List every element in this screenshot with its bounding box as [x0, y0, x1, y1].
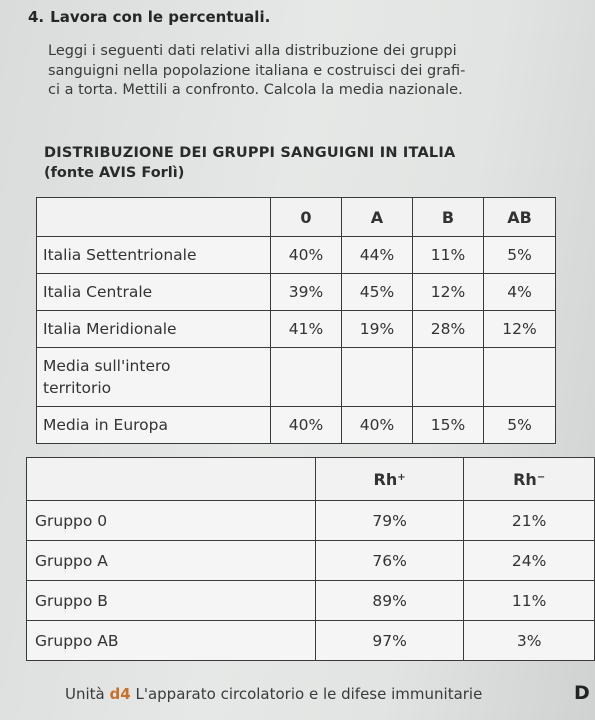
header-group-b: B	[412, 197, 484, 237]
cell-value: 4%	[483, 273, 556, 311]
table-row: Italia Meridionale 41% 19% 28% 12%	[36, 310, 556, 348]
section-source: (fonte AVIS Forlì)	[44, 165, 185, 181]
table-row: Gruppo A 76% 24%	[26, 540, 595, 581]
cell-value: 5%	[483, 236, 556, 274]
cell-value: 28%	[412, 310, 484, 348]
row-label-line: Media sull'intero	[43, 357, 171, 375]
cell-value: 12%	[412, 273, 484, 311]
row-label: Italia Settentrionale	[36, 236, 271, 274]
header-group-a: A	[341, 197, 413, 237]
row-label: Italia Meridionale	[36, 310, 271, 348]
footer-prefix: Unità	[65, 685, 105, 703]
table-row: Italia Centrale 39% 45% 12% 4%	[36, 273, 556, 311]
cell-value: 11%	[412, 236, 484, 274]
table-row: Italia Settentrionale 40% 44% 11% 5%	[36, 236, 556, 274]
cell-value: 89%	[314, 580, 465, 621]
header-empty-cell	[26, 457, 316, 501]
header-rh-negative: Rh−	[463, 457, 595, 501]
cell-value: 40%	[270, 236, 342, 274]
table-row: Media in Europa 40% 40% 15% 5%	[36, 406, 556, 444]
table-row: Gruppo 0 79% 21%	[26, 500, 595, 541]
rh-label: Rh	[373, 469, 398, 489]
rh-sign: +	[397, 471, 406, 483]
row-label-line: territorio	[43, 379, 112, 397]
instruction-line: Leggi i seguenti dati relativi alla dist…	[48, 43, 457, 59]
cell-value: 41%	[270, 310, 342, 348]
row-label: Gruppo B	[26, 580, 316, 621]
footer-unit-code: d4	[109, 685, 131, 703]
exercise-number: 4.	[28, 8, 45, 26]
row-label: Media in Europa	[36, 406, 271, 444]
header-group-ab: AB	[483, 197, 556, 237]
header-group-0: 0	[270, 197, 342, 237]
header-empty-cell	[36, 197, 271, 237]
cell-value: 44%	[341, 236, 413, 274]
cell-value: 11%	[463, 580, 595, 621]
cell-value: 21%	[463, 500, 595, 541]
instruction-line: sanguigni nella popolazione italiana e c…	[48, 62, 466, 79]
header-rh-positive: Rh+	[314, 457, 465, 501]
table-row: Gruppo AB 97% 3%	[26, 620, 595, 661]
instruction-line: ci a torta. Mettili a confronto. Calcola…	[48, 82, 463, 98]
cell-value: 40%	[341, 406, 413, 444]
exercise-heading: 4. Lavora con le percentuali.	[28, 8, 270, 26]
table-header-row: Rh+ Rh−	[26, 457, 595, 501]
cell-value: 76%	[314, 540, 465, 581]
cell-value: 15%	[412, 406, 484, 444]
empty-answer-cell	[341, 347, 413, 407]
rh-factor-table: Rh+ Rh− Gruppo 0 79% 21% Gruppo A 76% 24…	[26, 457, 595, 661]
table-row: Media sull'intero territorio	[36, 347, 556, 407]
empty-answer-cell	[483, 347, 556, 407]
cell-value: 45%	[341, 273, 413, 311]
cell-value: 79%	[314, 500, 465, 541]
row-label: Gruppo 0	[26, 500, 316, 541]
blood-group-table: 0 A B AB Italia Settentrionale 40% 44% 1…	[36, 197, 556, 444]
section-badge: D	[574, 682, 590, 704]
cell-value: 24%	[463, 540, 595, 581]
table-row: Gruppo B 89% 11%	[26, 580, 595, 621]
empty-answer-cell	[270, 347, 342, 407]
cell-value: 12%	[483, 310, 556, 348]
exercise-instructions: Leggi i seguenti dati relativi alla dist…	[48, 42, 568, 101]
cell-value: 39%	[270, 273, 342, 311]
cell-value: 19%	[341, 310, 413, 348]
cell-value: 5%	[483, 406, 556, 444]
page-footer: Unità d4 L'apparato circolatorio e le di…	[65, 685, 482, 703]
exercise-title: Lavora con le percentuali.	[50, 8, 271, 26]
row-label: Gruppo A	[26, 540, 316, 581]
row-label: Gruppo AB	[26, 620, 316, 661]
rh-label: Rh	[513, 469, 537, 489]
table-header-row: 0 A B AB	[36, 197, 556, 237]
row-label: Media sull'intero territorio	[36, 347, 271, 407]
footer-chapter-title: L'apparato circolatorio e le difese immu…	[135, 685, 483, 703]
row-label: Italia Centrale	[36, 273, 271, 311]
empty-answer-cell	[412, 347, 484, 407]
section-title: DISTRIBUZIONE DEI GRUPPI SANGUIGNI IN IT…	[44, 145, 456, 161]
rh-sign: −	[536, 471, 546, 483]
cell-value: 3%	[463, 620, 595, 661]
cell-value: 97%	[314, 620, 465, 661]
cell-value: 40%	[270, 406, 342, 444]
